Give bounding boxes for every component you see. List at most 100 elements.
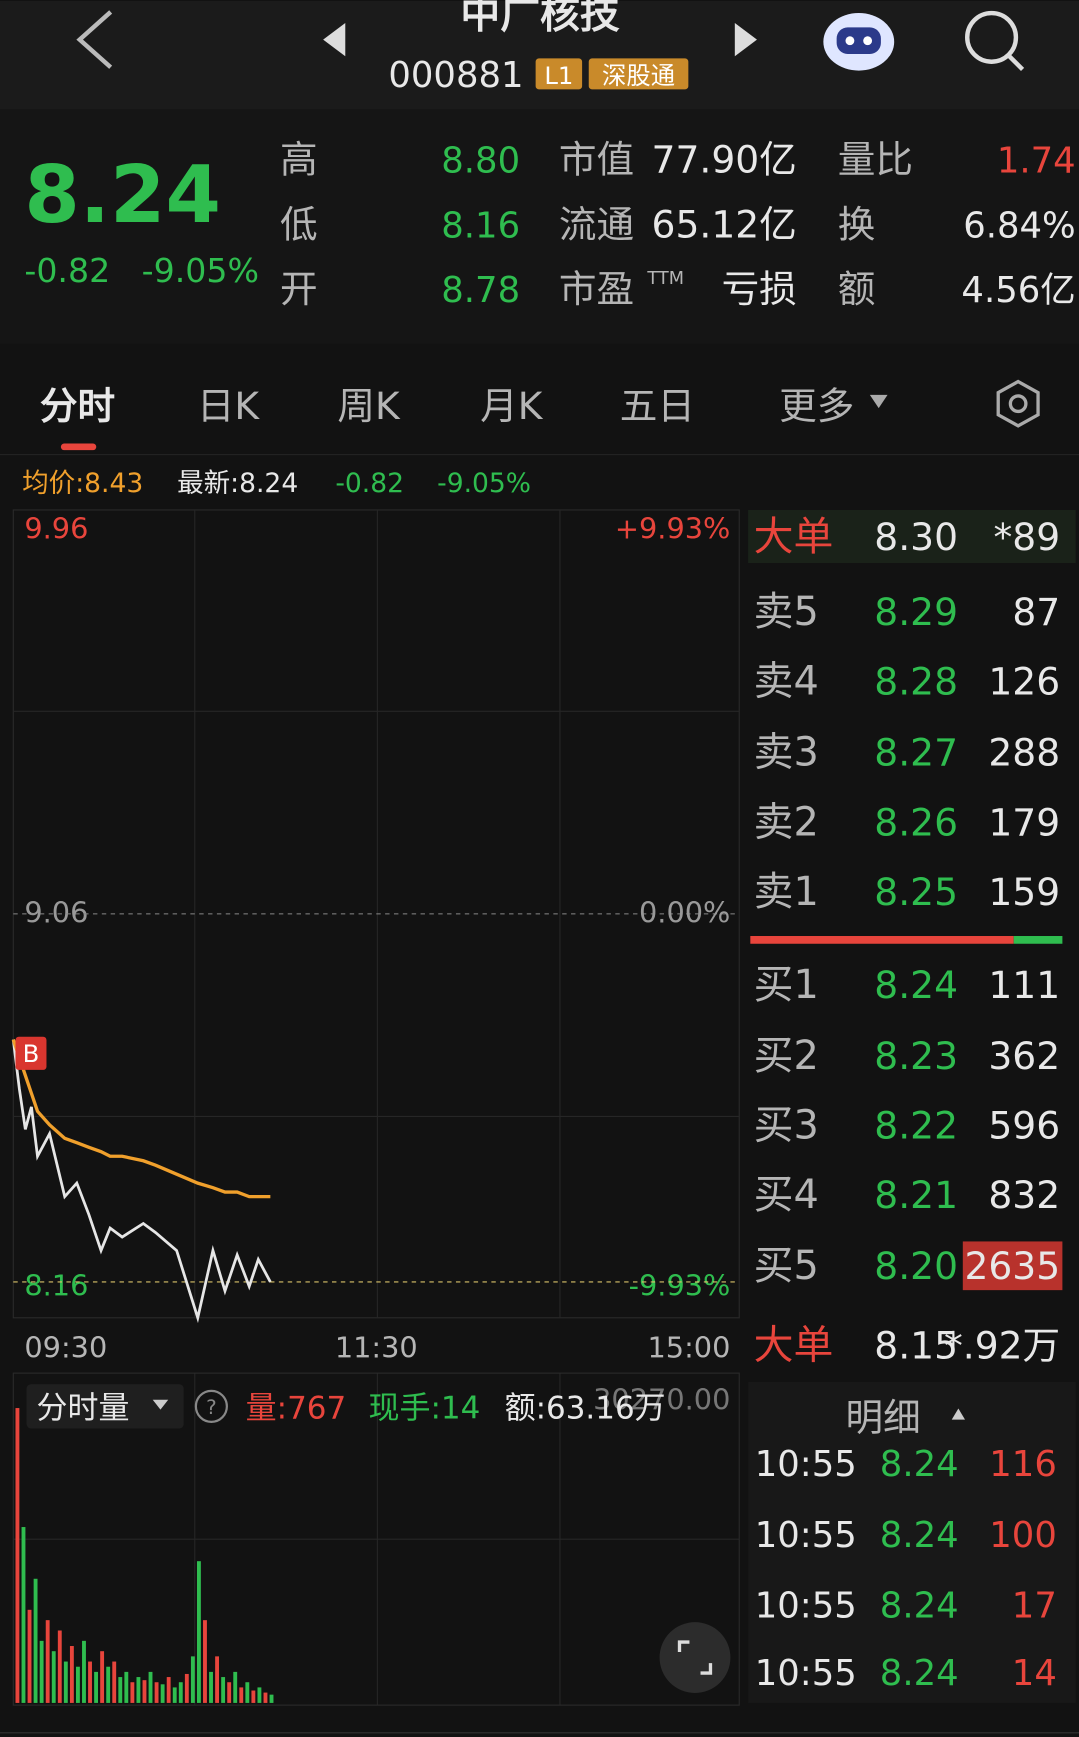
trade-time: 10:55 <box>755 1653 857 1694</box>
book-qty: 362 <box>988 1034 1060 1078</box>
trading-label: 换 <box>838 203 876 247</box>
volume-bar <box>118 1677 123 1703</box>
y2-tick-label: 0.00% <box>639 896 730 930</box>
volume-bar <box>172 1687 177 1703</box>
book-qty: 159 <box>988 870 1060 914</box>
trade-qty: 17 <box>1012 1586 1057 1627</box>
book-label: 卖2 <box>754 799 819 845</box>
volume-bar <box>136 1677 141 1703</box>
last-price: 8.24 <box>24 148 221 241</box>
volume-bar <box>196 1561 201 1703</box>
book-price: 8.28 <box>874 660 958 704</box>
book-price: 8.27 <box>874 731 958 775</box>
tab[interactable]: 日K <box>197 384 261 428</box>
volume-bar <box>27 1609 32 1703</box>
trading-value: 6.84% <box>963 206 1075 247</box>
volume-bar <box>160 1684 165 1703</box>
dropdown-arrow <box>152 1399 169 1410</box>
tab[interactable]: 月K <box>480 384 544 428</box>
trade-qty: 14 <box>1012 1653 1057 1694</box>
stat-label: 高 <box>280 137 318 181</box>
book-qty: 596 <box>988 1104 1060 1148</box>
info-item: -0.82 <box>335 468 404 499</box>
volume-selector[interactable] <box>26 1384 184 1429</box>
volume-bar <box>209 1671 213 1703</box>
book-qty: 126 <box>988 660 1060 704</box>
trade-price: 8.24 <box>880 1444 959 1485</box>
stat-value: 8.78 <box>441 270 520 311</box>
y-tick-label: 8.16 <box>24 1269 88 1303</box>
trade-time: 10:55 <box>755 1586 857 1627</box>
book-qty: 111 <box>988 963 1060 1007</box>
back-button[interactable] <box>76 10 113 69</box>
stat-value: 8.80 <box>441 140 520 181</box>
trading-value: 1.74 <box>997 140 1076 181</box>
tab-indicator <box>60 443 97 451</box>
volume-bar <box>33 1578 38 1703</box>
info-item: 均价:8.43 <box>22 468 143 499</box>
tab[interactable]: 分时 <box>40 384 115 428</box>
settings-icon[interactable] <box>996 379 1040 428</box>
tab[interactable]: 更多 <box>779 384 854 428</box>
book-price: 8.21 <box>874 1173 958 1217</box>
volume-bar <box>88 1661 92 1703</box>
book-label: 卖5 <box>754 589 819 635</box>
volume-bar <box>112 1661 117 1703</box>
volume-bar <box>130 1682 135 1703</box>
tab[interactable]: 五日 <box>620 384 695 428</box>
big-order-row <box>748 509 1076 564</box>
volume-bar <box>263 1692 268 1703</box>
next-stock[interactable] <box>734 23 757 57</box>
book-label: 卖4 <box>754 659 819 705</box>
x-tick-label: 09:30 <box>24 1331 107 1365</box>
book-price: 8.24 <box>874 963 958 1007</box>
volume-frame <box>12 1372 740 1706</box>
volume-bar <box>51 1651 56 1703</box>
volume-bar <box>82 1640 86 1703</box>
market-label: 流通 <box>559 203 634 247</box>
buy-marker-bg <box>15 1036 47 1070</box>
tab[interactable]: 周K <box>337 384 401 428</box>
sort-arrow <box>951 1408 966 1420</box>
change: -0.82 <box>24 251 110 290</box>
prev-stock[interactable] <box>323 23 346 57</box>
x-tick-label: 11:30 <box>335 1331 418 1365</box>
volume-title: 分时量 <box>37 1391 130 1427</box>
badge: 深股通 <box>602 61 675 90</box>
stat-label: 低 <box>280 203 318 247</box>
volume-bar <box>106 1666 111 1703</box>
stat-label: 开 <box>280 267 318 311</box>
trading-label: 额 <box>838 267 876 311</box>
top-bar <box>0 0 1079 110</box>
buy-marker: B <box>23 1039 40 1068</box>
assistant-icon[interactable] <box>823 13 895 71</box>
y2-tick-label: -9.93% <box>629 1269 731 1303</box>
trading-value: 4.56亿 <box>961 270 1075 311</box>
volume-bar <box>166 1677 171 1703</box>
volume-bar <box>75 1666 80 1703</box>
book-qty: 179 <box>988 800 1060 844</box>
book-price: 8.22 <box>874 1104 958 1148</box>
volume-tick-label: 30270.00 <box>593 1383 730 1417</box>
details-panel <box>748 1381 1076 1703</box>
volume-bar <box>233 1671 238 1703</box>
help-icon[interactable]: ? <box>194 1389 228 1423</box>
x-tick-label: 15:00 <box>647 1331 730 1365</box>
quote-panel <box>0 109 1079 344</box>
stock-title: 中广核技 <box>460 0 619 37</box>
book-price: 8.26 <box>874 800 958 844</box>
stat-value: 8.16 <box>441 206 520 247</box>
book-price: 8.29 <box>874 590 958 634</box>
book-label: 买3 <box>754 1103 819 1149</box>
book-qty: 87 <box>1012 590 1060 634</box>
volume-bar <box>154 1682 159 1703</box>
fullscreen-button[interactable] <box>659 1622 731 1693</box>
volume-bar <box>21 1527 26 1703</box>
volume-bar <box>94 1671 99 1703</box>
book-price: 8.20 <box>874 1244 958 1288</box>
search-button[interactable] <box>965 10 1025 72</box>
details-title[interactable]: 明细 <box>846 1396 921 1440</box>
book-qty: 2635 <box>964 1244 1060 1288</box>
volume-bar <box>257 1687 262 1703</box>
y-tick-label: 9.96 <box>24 512 88 546</box>
